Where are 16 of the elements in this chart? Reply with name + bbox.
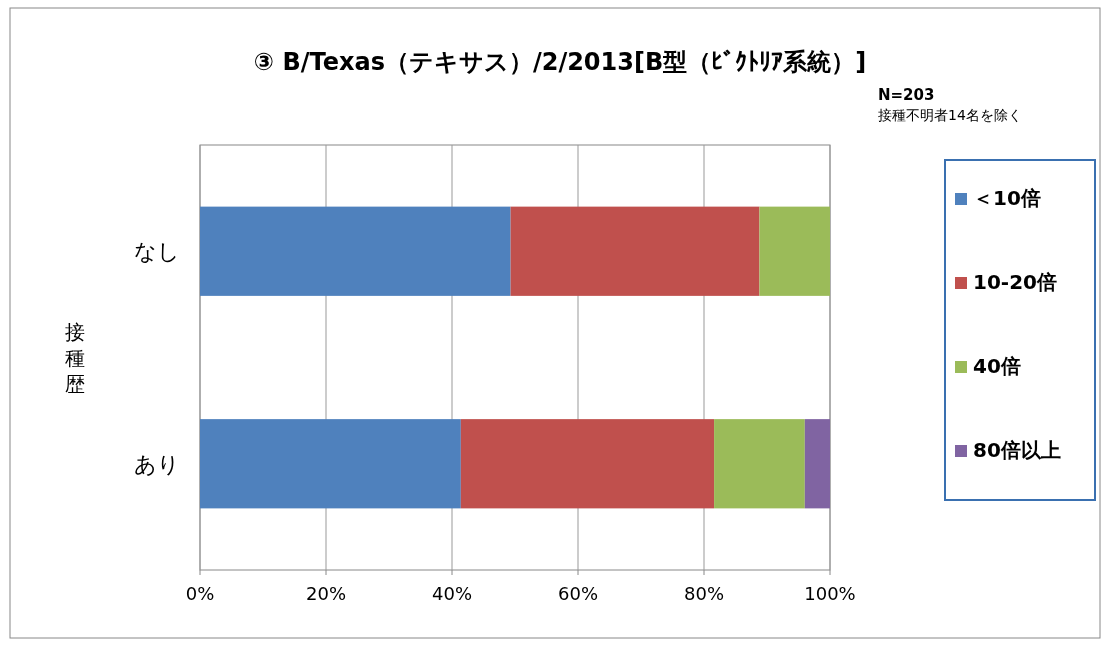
legend-label: 10-20倍	[973, 270, 1057, 294]
x-tick-label: 20%	[305, 583, 347, 604]
y-tick-label: あり	[134, 451, 180, 477]
legend-label: ＜10倍	[973, 186, 1041, 210]
x-tick-label: 100%	[804, 583, 856, 604]
x-tick-label: 0%	[185, 583, 215, 604]
text: 接種不明者14名を除く	[878, 107, 1022, 123]
chart-title: ③ B/Texas（テキサス）/2/2013[B型（ﾋﾞｸﾄﾘｱ系統）]	[253, 48, 867, 76]
y-tick-label: なし	[134, 239, 180, 265]
text: N=203	[878, 86, 935, 104]
legend-label: 40倍	[973, 354, 1021, 378]
y-axis-title: 接種歴	[65, 320, 85, 396]
x-tick-label: 40%	[431, 583, 473, 604]
x-tick-label: 80%	[683, 583, 725, 604]
legend-label: 80倍以上	[973, 438, 1061, 462]
x-tick-label: 60%	[557, 583, 599, 604]
